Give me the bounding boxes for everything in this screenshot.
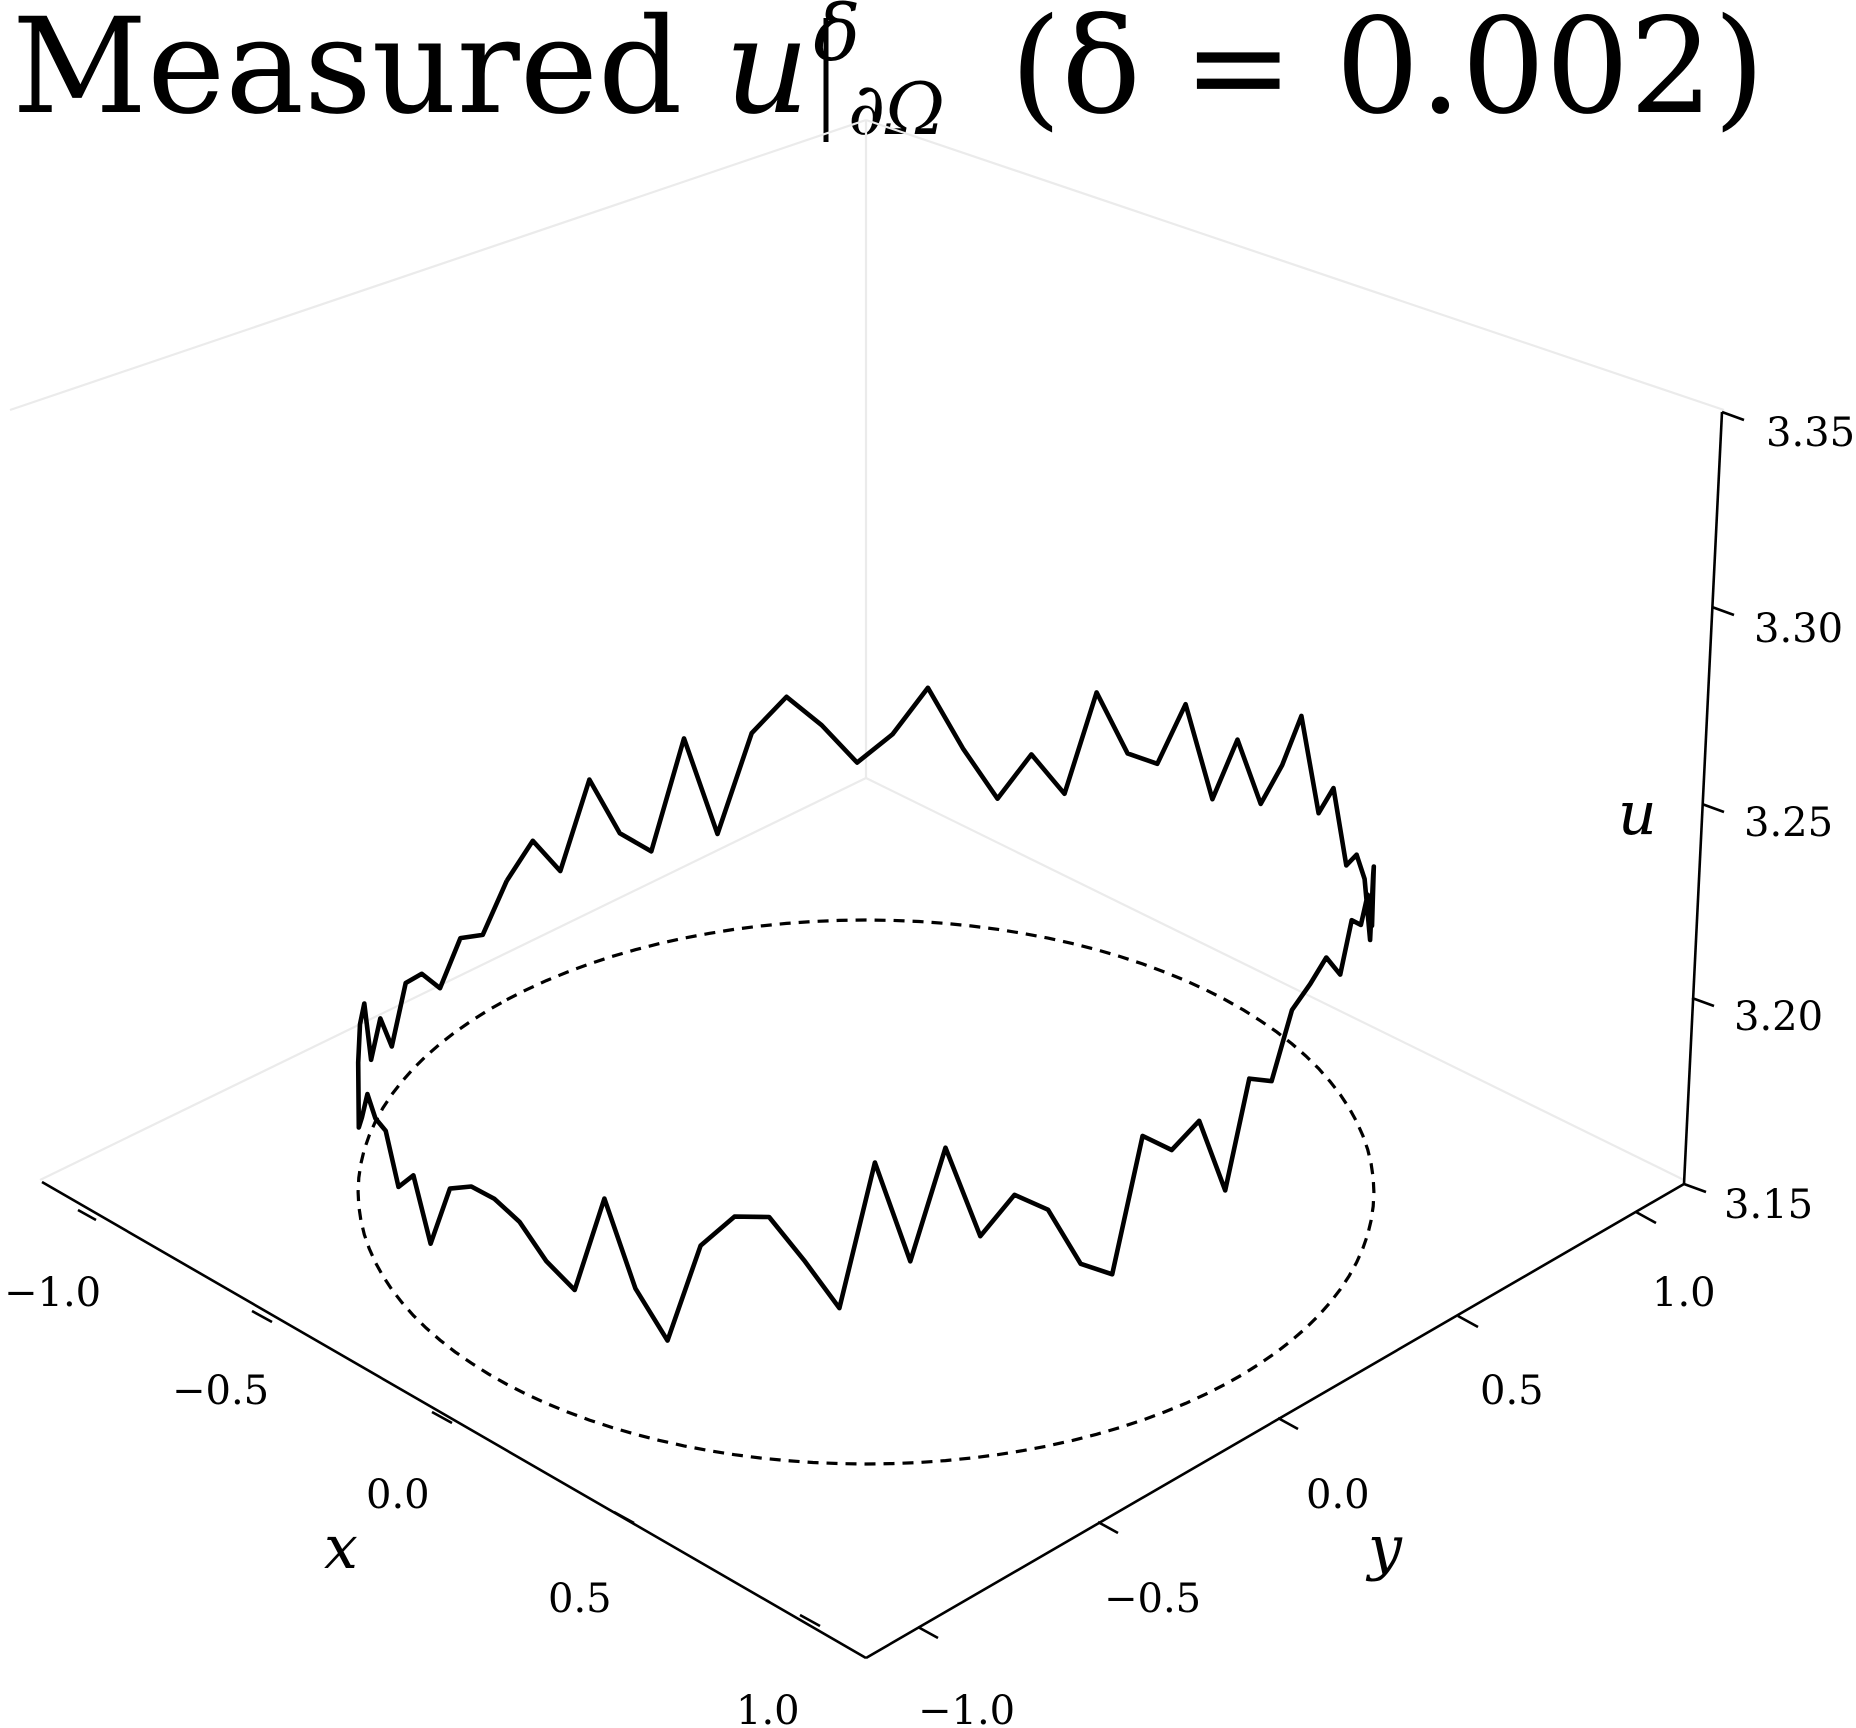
z-tick-mark	[1721, 410, 1745, 422]
x-tick-label: −1.0	[4, 1270, 101, 1316]
x-tick-label: −0.5	[172, 1368, 269, 1414]
measured-data-line	[355, 685, 1377, 1343]
x-tick-label: 0.0	[366, 1472, 430, 1518]
y-tick-label: −1.0	[918, 1688, 1015, 1728]
pane-edge-floor-left	[39, 777, 867, 1181]
pane-edges	[9, 118, 1725, 1181]
z-tick-mark	[1711, 605, 1735, 617]
z-tick-label: 3.25	[1744, 800, 1833, 846]
y-axis-line	[865, 1182, 1685, 1660]
x-tick-label: 1.0	[736, 1688, 800, 1728]
y-tick-mark	[1635, 1210, 1657, 1225]
pane-edge-floor-right	[865, 777, 1685, 1181]
z-tick-label: 3.20	[1734, 994, 1823, 1040]
pane-edge-left	[9, 118, 867, 412]
y-tick-label: −0.5	[1104, 1576, 1201, 1622]
x-axis-label: x	[324, 1513, 358, 1583]
y-tick-mark	[1097, 1520, 1119, 1535]
z-tick-mark	[1683, 1182, 1707, 1194]
z-tick-mark	[1691, 996, 1715, 1008]
y-ticks: −1.0 −0.5 0.0 0.5 1.0	[917, 1210, 1716, 1728]
y-tick-mark	[917, 1625, 939, 1640]
boundary-circle-line	[356, 918, 1376, 1466]
x-ticks: −1.0 −0.5 0.0 0.5 1.0	[4, 1208, 821, 1728]
title-superscript: δ	[813, 0, 860, 79]
x-tick-label: 0.5	[548, 1576, 612, 1622]
title-variable: u	[724, 0, 809, 144]
x-tick-mark	[431, 1410, 453, 1425]
z-tick-label: 3.15	[1724, 1182, 1813, 1228]
title-prefix: Measured	[12, 0, 724, 144]
x-tick-mark	[251, 1309, 273, 1324]
x-tick-mark	[799, 1613, 821, 1628]
y-tick-label: 1.0	[1652, 1270, 1716, 1316]
z-tick-label: 3.30	[1754, 606, 1843, 652]
plot-marks	[355, 685, 1377, 1466]
y-axis-label: y	[1365, 1513, 1403, 1583]
pane-edge-right	[865, 118, 1725, 412]
title-subscript: ∂Ω	[848, 67, 945, 151]
title-suffix: (δ = 0.002)	[1010, 0, 1765, 144]
y-tick-label: 0.5	[1480, 1368, 1544, 1414]
chart-title: Measured u δ	[12, 0, 860, 144]
y-tick-label: 0.0	[1306, 1472, 1370, 1518]
axes	[41, 411, 1724, 1660]
x-tick-mark	[613, 1510, 635, 1525]
z-axis-line	[1682, 411, 1724, 1185]
y-tick-mark	[1457, 1314, 1479, 1329]
y-tick-mark	[1277, 1416, 1299, 1431]
z-ticks: 3.15 3.20 3.25 3.30 3.35	[1683, 410, 1855, 1228]
x-axis-line	[41, 1180, 867, 1660]
z-tick-label: 3.35	[1766, 410, 1855, 456]
z-tick-mark	[1701, 802, 1725, 814]
x-tick-mark	[77, 1208, 97, 1222]
z-axis-label: u	[1618, 779, 1657, 849]
